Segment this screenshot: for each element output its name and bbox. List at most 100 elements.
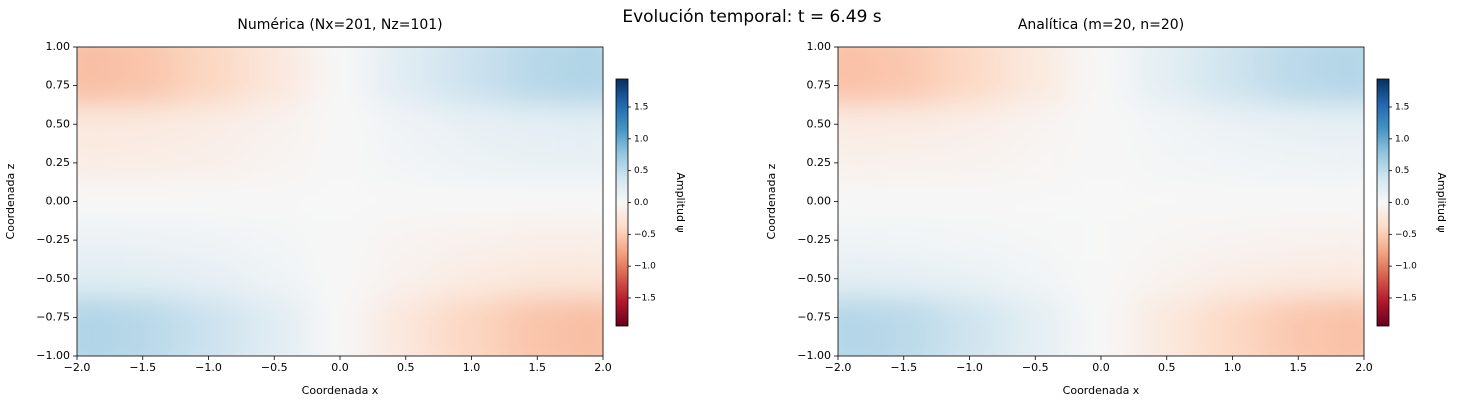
figure-title: Evolución temporal: t = 6.49 s xyxy=(622,7,881,27)
heatmap-cell xyxy=(569,104,603,145)
heatmap-cell xyxy=(503,297,571,338)
heatmap-cell xyxy=(1264,220,1332,260)
heatmap-cell xyxy=(77,104,111,145)
colorbar-tick-label: −1.5 xyxy=(634,293,656,303)
heatmap-cell xyxy=(372,143,440,183)
heatmap-cell xyxy=(870,104,938,145)
heatmap-cells xyxy=(77,47,603,356)
x-tick-label: −0.5 xyxy=(261,361,288,374)
heatmap-cell xyxy=(569,297,603,338)
colorbar-tick-label: 0.5 xyxy=(634,166,648,176)
y-tick-label: −1.00 xyxy=(797,349,831,362)
heatmap-cell xyxy=(1001,297,1069,338)
x-tick-label: −2.0 xyxy=(825,361,852,374)
heatmap-cell xyxy=(438,297,505,338)
heatmap-cell xyxy=(936,104,1003,145)
heatmap-cell xyxy=(109,104,177,145)
heatmap-cell xyxy=(438,220,505,260)
heatmap-cell xyxy=(870,143,938,183)
heatmap-cell xyxy=(1001,220,1069,260)
y-tick-label: 0.25 xyxy=(807,156,832,169)
heatmap-cell xyxy=(109,181,177,222)
x-tick-label: −0.5 xyxy=(1022,361,1049,374)
y-tick-label: −0.75 xyxy=(36,310,70,323)
heatmap-cell xyxy=(438,104,505,145)
heatmap-cell xyxy=(1330,104,1364,145)
heatmap-cell xyxy=(77,220,111,260)
heatmap-cells xyxy=(838,47,1364,356)
y-tick-label: −0.75 xyxy=(797,310,831,323)
heatmap-cell xyxy=(306,220,374,260)
heatmap-cell xyxy=(569,220,603,260)
heatmap-cell xyxy=(1264,143,1332,183)
heatmap-cell xyxy=(175,297,242,338)
heatmap-cell xyxy=(1133,47,1201,67)
heatmap-cell xyxy=(1067,47,1135,67)
x-tick-label: 2.0 xyxy=(594,361,612,374)
y-tick-label: 0.50 xyxy=(807,117,832,130)
heatmap-cell xyxy=(175,104,242,145)
heatmap-cell xyxy=(306,336,374,356)
x-tick-label: −1.5 xyxy=(890,361,917,374)
heatmap-cell xyxy=(372,104,440,145)
heatmap-cell xyxy=(1067,65,1135,106)
panel-title: Analítica (m=20, n=20) xyxy=(1018,17,1184,33)
heatmap-cell xyxy=(1199,336,1266,356)
heatmap-cell xyxy=(936,258,1003,299)
x-tick-label: 0.0 xyxy=(1092,361,1110,374)
heatmap-cell xyxy=(306,181,374,222)
heatmap-cell xyxy=(306,104,374,145)
heatmap-cell xyxy=(372,47,440,67)
heatmap-cell xyxy=(372,258,440,299)
y-tick-label: 0.75 xyxy=(46,79,71,92)
heatmap-cell xyxy=(109,143,177,183)
heatmap-cell xyxy=(306,47,374,67)
heatmap-cell xyxy=(503,65,571,106)
y-tick-label: 0.00 xyxy=(807,195,832,208)
colorbar: −1.5 −1.0 −0.5 0.0 0.5 1.0 1.5 Amplitud ψ xyxy=(615,78,687,327)
heatmap-cell xyxy=(1001,47,1069,67)
heatmap-cell xyxy=(936,181,1003,222)
heatmap-cell xyxy=(1001,258,1069,299)
heatmap-cell xyxy=(569,258,603,299)
heatmap-cell xyxy=(109,297,177,338)
heatmap-cell xyxy=(838,65,872,106)
heatmap-cell xyxy=(838,336,872,356)
heatmap-cell xyxy=(870,181,938,222)
heatmap-cell xyxy=(77,297,111,338)
heatmap-cell xyxy=(870,336,938,356)
heatmap-cell xyxy=(1133,65,1201,106)
heatmap-cell xyxy=(1001,65,1069,106)
heatmap-cell xyxy=(1133,181,1201,222)
heatmap-cell xyxy=(109,65,177,106)
heatmap-cell xyxy=(503,336,571,356)
heatmap-cell xyxy=(503,181,571,222)
y-tick-label: 0.25 xyxy=(46,156,71,169)
heatmap-cell xyxy=(438,258,505,299)
colorbar-tick-label: −1.5 xyxy=(1395,293,1417,303)
heatmap-cell xyxy=(175,258,242,299)
heatmap-cell xyxy=(870,258,938,299)
x-axis-label: Coordenada x xyxy=(1063,384,1140,397)
heatmap-area xyxy=(77,47,603,356)
heatmap-cell xyxy=(240,181,308,222)
heatmap-cell xyxy=(1067,297,1135,338)
heatmap-cell xyxy=(240,336,308,356)
heatmap-cell xyxy=(175,336,242,356)
heatmap-cell xyxy=(372,65,440,106)
heatmap-cell xyxy=(306,143,374,183)
heatmap-cell xyxy=(1001,336,1069,356)
y-axis-label: Coordenada z xyxy=(765,163,778,239)
heatmap-cell xyxy=(838,143,872,183)
colorbar-tick-label: 0.5 xyxy=(1395,166,1409,176)
heatmap-cell xyxy=(1133,297,1201,338)
heatmap-cell xyxy=(569,143,603,183)
heatmap-cell xyxy=(838,220,872,260)
heatmap-cell xyxy=(77,47,111,67)
heatmap-cell xyxy=(1001,104,1069,145)
heatmap-cell xyxy=(838,47,872,67)
heatmap-cell xyxy=(438,336,505,356)
heatmap-cell xyxy=(569,65,603,106)
